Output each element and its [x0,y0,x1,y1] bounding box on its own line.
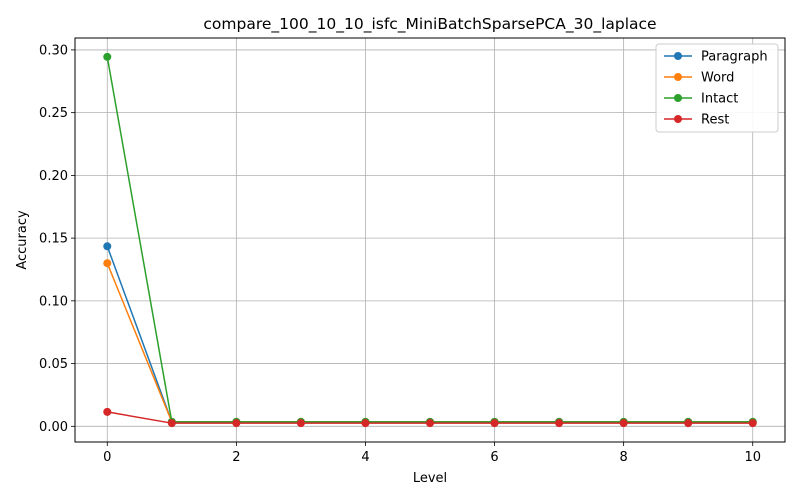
x-tick-label: 0 [103,450,111,465]
x-tick-label: 8 [619,450,627,465]
legend-label: Rest [701,113,729,128]
legend-marker [674,115,682,123]
legend-marker [674,94,682,102]
series-paragraph [103,242,757,426]
legend-box [655,43,779,133]
x-axis-ticks: 0 2 4 6 8 10 [103,442,761,465]
data-point-rest [748,419,757,428]
data-point-paragraph [103,242,112,251]
y-axis-label: Accuracy [15,210,30,270]
legend-item-paragraph: Paragraph [664,50,768,65]
legend-item-rest: Rest [664,113,729,128]
data-point-rest [555,419,564,428]
legend-label: Word [701,71,734,86]
x-tick-label: 4 [361,450,369,465]
y-tick-label: 0.25 [39,106,68,121]
legend-label: Intact [701,92,738,107]
series-lines [103,52,757,428]
data-point-rest [232,419,241,428]
data-point-rest [426,419,434,428]
series-rest [103,407,757,428]
x-tick-label: 2 [232,450,240,465]
y-tick-label: 0.05 [39,357,68,372]
legend: Paragraph Word Intact Rest [655,43,779,133]
y-axis-ticks: 0.00 0.05 0.10 0.15 0.20 0.25 0.30 [39,43,75,435]
y-tick-label: 0.15 [39,232,68,247]
data-point-rest [619,419,628,428]
data-point-intact [103,52,112,61]
series-line-paragraph [106,246,753,423]
x-tick-label: 6 [490,450,498,465]
y-tick-label: 0.00 [39,420,68,435]
data-point-word [103,259,112,268]
data-point-rest [103,407,112,416]
legend-item-word: Word [664,71,734,86]
chart-title: compare_100_10_10_isfc_MiniBatchSparsePC… [203,15,656,34]
series-line-word [106,262,753,423]
y-tick-label: 0.20 [39,169,68,184]
legend-label: Paragraph [701,50,768,65]
y-tick-label: 0.30 [39,43,68,58]
series-word [103,259,757,426]
grid-lines [75,38,785,442]
legend-marker [674,73,682,81]
legend-marker [674,52,682,60]
data-point-rest [296,419,305,428]
data-point-rest [490,419,499,428]
data-point-rest [361,419,370,428]
x-tick-label: 10 [744,450,761,465]
y-tick-label: 0.10 [39,294,68,309]
plot-area-frame [74,37,786,443]
x-axis-label: Level [413,471,447,486]
data-point-rest [684,419,693,428]
data-point-rest [167,419,176,428]
legend-item-intact: Intact [664,92,738,107]
